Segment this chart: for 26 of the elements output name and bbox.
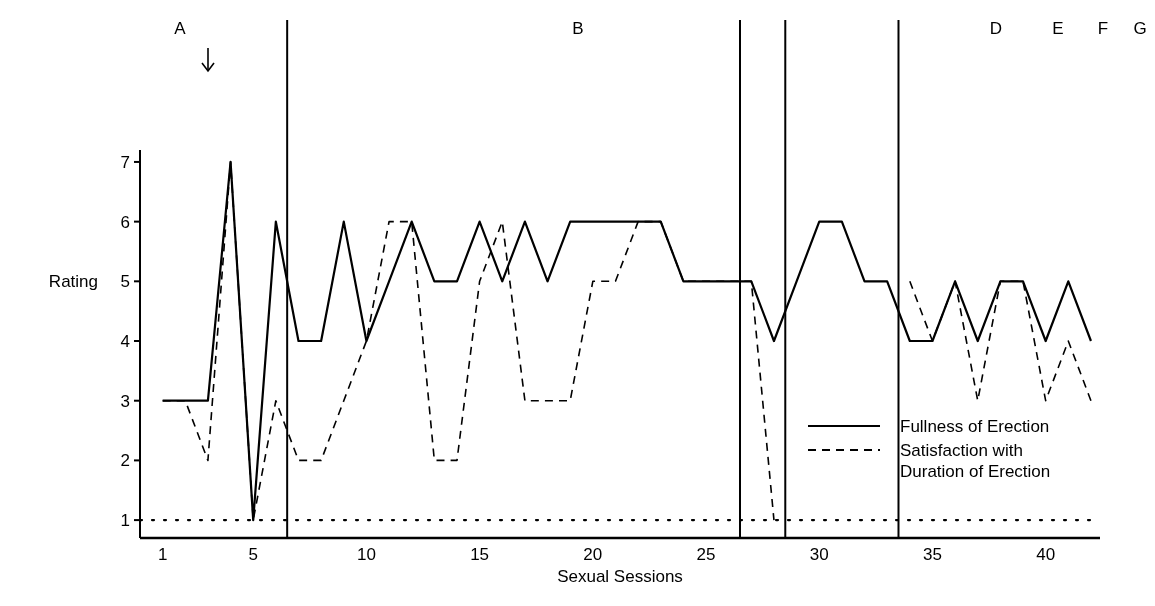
y-tick-label: 3 [120, 391, 130, 411]
y-tick-label: 6 [120, 212, 130, 232]
text: A [174, 19, 187, 38]
legend-label: Satisfaction with Duration of Erection [900, 440, 1051, 482]
y-axis-title: Rating [48, 272, 98, 292]
text: F [1097, 19, 1109, 38]
x-tick-label: 10 [356, 545, 376, 564]
legend-label: Fullness of Erection [900, 416, 1050, 436]
x-tick-label: 1 [157, 545, 168, 564]
text: G [1133, 19, 1147, 38]
y-tick-label: 4 [120, 331, 130, 351]
y-tick-label: 7 [120, 152, 130, 172]
x-tick-label: 25 [696, 545, 716, 564]
x-tick-label: 30 [809, 545, 829, 564]
x-tick-label: 35 [922, 545, 942, 564]
y-tick-label: 5 [120, 272, 130, 292]
x-tick-label: 20 [583, 545, 603, 564]
x-tick-label: 5 [248, 545, 258, 564]
x-tick-label: 15 [470, 545, 490, 564]
y-tick-label: 1 [120, 511, 130, 531]
text: B [572, 19, 584, 38]
x-axis-title: Sexual Sessions [557, 567, 683, 586]
x-tick-label: 40 [1036, 545, 1056, 564]
text: D [989, 19, 1003, 38]
y-tick-label: 2 [120, 451, 130, 471]
text: E [1052, 19, 1064, 38]
